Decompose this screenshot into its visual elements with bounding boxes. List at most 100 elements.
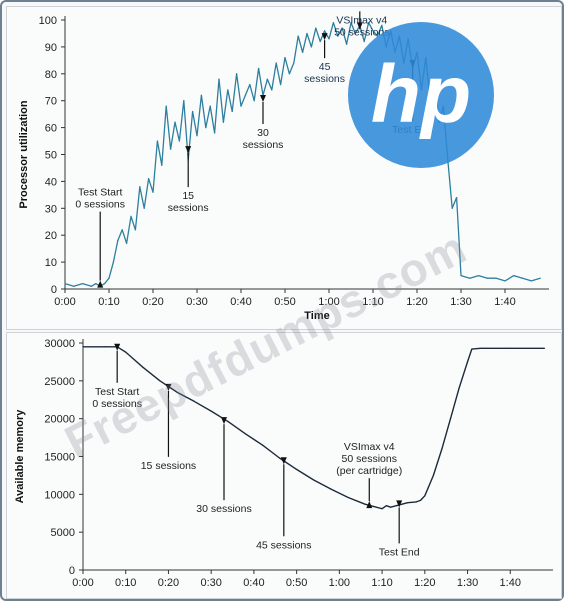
y-tick-label: 80	[45, 69, 57, 81]
annotation-arrowhead	[97, 280, 104, 288]
data-point	[278, 457, 281, 459]
annotation-label: 0 sessions	[75, 199, 125, 211]
data-point	[193, 400, 195, 402]
data-point	[420, 89, 422, 91]
data-point	[407, 502, 409, 504]
annotation-label: Test Start	[95, 386, 139, 398]
data-point	[306, 32, 308, 35]
data-point	[438, 121, 440, 123]
x-tick-label: 1:30	[450, 296, 471, 308]
data-point	[121, 229, 123, 231]
data-point	[530, 280, 533, 282]
annotation-label: sessions	[304, 73, 345, 85]
x-tick-label: 0:10	[115, 577, 136, 589]
data-point	[143, 207, 145, 209]
y-tick-label: 60	[45, 123, 57, 135]
x-tick-label: 0:00	[72, 577, 93, 589]
x-tick-label: 0:20	[142, 296, 163, 308]
x-tick-label: 0:50	[286, 577, 307, 589]
data-point	[275, 62, 277, 64]
data-point	[479, 347, 481, 349]
data-point	[104, 283, 106, 285]
y-tick-label: 0	[69, 565, 75, 577]
x-tick-label: 0:30	[200, 577, 221, 589]
data-point	[178, 140, 180, 142]
data-point	[486, 277, 488, 279]
annotation-label: 30	[257, 127, 269, 139]
data-point	[415, 501, 417, 503]
y-tick-label: 50	[45, 150, 57, 162]
series-line	[64, 22, 541, 287]
data-point	[95, 283, 97, 285]
data-point	[407, 38, 409, 40]
data-point	[504, 280, 506, 282]
y-tick-label: 90	[45, 42, 57, 54]
data-point	[139, 186, 141, 188]
y-tick-label: 10	[45, 257, 57, 269]
data-point	[82, 283, 84, 285]
data-point	[176, 391, 178, 393]
y-tick-label: 20	[45, 230, 57, 242]
annotation-label: sessions	[243, 139, 284, 151]
data-point	[347, 496, 349, 498]
data-point	[424, 495, 426, 497]
x-tick-label: 1:20	[414, 577, 435, 589]
data-point	[403, 62, 405, 64]
available-memory-chart: 0 5000 10000 15000 20000 25000 30000 0:00 0:10 0:…	[14, 338, 553, 589]
data-point	[244, 433, 246, 435]
data-point	[253, 100, 255, 102]
data-point	[236, 73, 238, 75]
data-point	[458, 387, 460, 389]
data-point	[385, 505, 387, 507]
annotation-arrowhead	[409, 60, 416, 68]
y-axis-title: Available memory	[14, 409, 26, 504]
data-point	[495, 277, 497, 279]
data-point	[310, 46, 312, 48]
data-point	[385, 46, 387, 48]
data-point	[332, 22, 334, 24]
x-tick-label: 1:00	[318, 296, 339, 308]
data-point	[108, 277, 110, 279]
data-point	[214, 132, 216, 134]
data-point	[296, 468, 298, 470]
data-point	[451, 207, 453, 209]
data-point	[209, 105, 211, 107]
data-point	[341, 27, 343, 29]
data-point	[148, 178, 150, 180]
data-point	[471, 348, 473, 350]
series-line	[83, 346, 545, 510]
y-axis-title: Processor utilization	[18, 100, 30, 208]
memory-chart-panel: 0 5000 10000 15000 20000 25000 30000 0:00 0:10 0:…	[6, 332, 562, 599]
data-point	[196, 135, 198, 137]
data-point	[434, 78, 436, 80]
y-tick-label: 0	[51, 284, 57, 296]
y-tick-label: 40	[45, 176, 57, 188]
data-point	[302, 51, 304, 53]
x-tick-label: 1:00	[329, 577, 350, 589]
x-tick-label: 0:10	[98, 296, 119, 308]
data-point	[266, 78, 268, 80]
data-point	[364, 503, 366, 505]
data-point	[372, 505, 375, 508]
data-point	[460, 274, 462, 277]
x-tick-label: 0:20	[158, 577, 179, 589]
data-point	[449, 418, 452, 420]
data-point	[328, 38, 330, 40]
x-tick-label: 1:10	[371, 577, 392, 589]
data-point	[161, 164, 163, 166]
data-point	[432, 474, 434, 477]
data-point	[346, 43, 348, 45]
x-tick-label: 1:10	[362, 296, 383, 308]
data-point	[130, 215, 132, 217]
data-point	[447, 159, 449, 161]
data-point	[261, 444, 264, 446]
y-tick-label: 10000	[44, 489, 75, 501]
data-point	[390, 506, 392, 508]
y-tick-label: 30	[45, 203, 57, 215]
data-point	[240, 105, 242, 107]
data-point	[469, 277, 471, 279]
data-point	[112, 261, 114, 263]
x-tick-label: 1:30	[457, 577, 478, 589]
data-point	[456, 196, 458, 199]
